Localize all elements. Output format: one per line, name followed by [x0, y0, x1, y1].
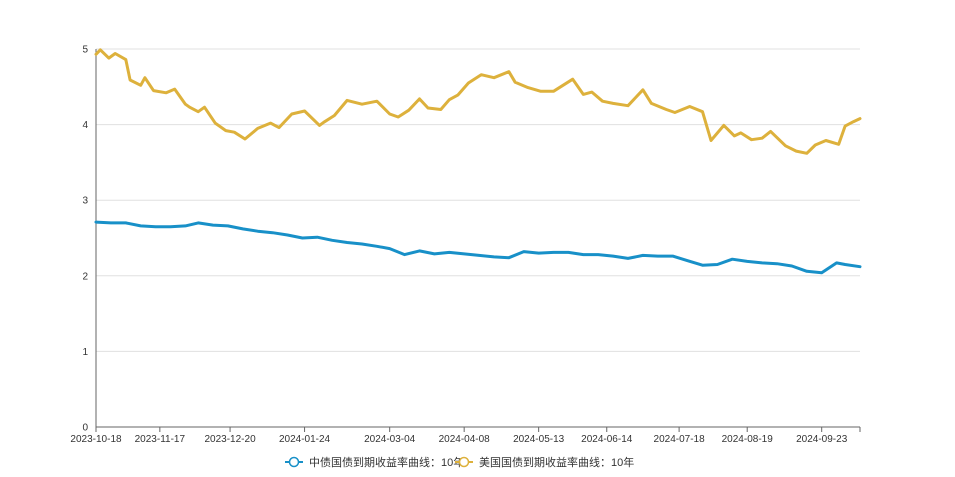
- y-tick-label: 4: [82, 120, 88, 131]
- y-tick-label: 5: [82, 45, 88, 56]
- x-tick-label: 2024-08-19: [722, 434, 774, 445]
- x-tick-label: 2024-07-18: [654, 434, 706, 445]
- x-tick-label: 2023-11-17: [135, 434, 186, 445]
- series-lines: [94, 48, 862, 275]
- x-tick-label: 2024-04-08: [439, 434, 491, 445]
- y-tick-label: 3: [82, 196, 88, 207]
- y-tick-label: 2: [82, 271, 88, 282]
- x-tick-label: 2023-10-18: [70, 434, 122, 445]
- y-tick-label: 0: [82, 423, 88, 434]
- x-axis: 2023-10-18 2023-11-17 2023-12-20 2024-01-24…: [70, 426, 861, 445]
- x-tick-label: 2024-03-04: [364, 434, 416, 445]
- series-line-2: [94, 48, 862, 155]
- grid-lines: [96, 48, 860, 352]
- x-tick-label: 2024-06-14: [581, 434, 633, 445]
- y-axis: 0 1 2 3 4 5: [82, 45, 97, 434]
- y-tick-label: 1: [82, 347, 88, 358]
- legend-marker: [288, 456, 300, 468]
- legend-item-2[interactable]: 美国国债到期收益率曲线：10年: [455, 455, 634, 469]
- series-line-1: [94, 220, 862, 275]
- x-tick-label: 2023-12-20: [204, 434, 256, 445]
- x-tick-label: 2024-05-13: [513, 434, 565, 445]
- legend[interactable]: 中债国债到期收益率曲线：10年 美国国债到期收益率曲线：10年: [285, 455, 634, 469]
- legend-label: 中债国债到期收益率曲线：10年: [309, 455, 464, 469]
- legend-item-1[interactable]: 中债国债到期收益率曲线：10年: [285, 455, 464, 469]
- x-tick-label: 2024-01-24: [279, 434, 331, 445]
- legend-marker: [458, 456, 470, 468]
- legend-label: 美国国债到期收益率曲线：10年: [479, 455, 634, 469]
- x-tick-label: 2024-09-23: [796, 434, 848, 445]
